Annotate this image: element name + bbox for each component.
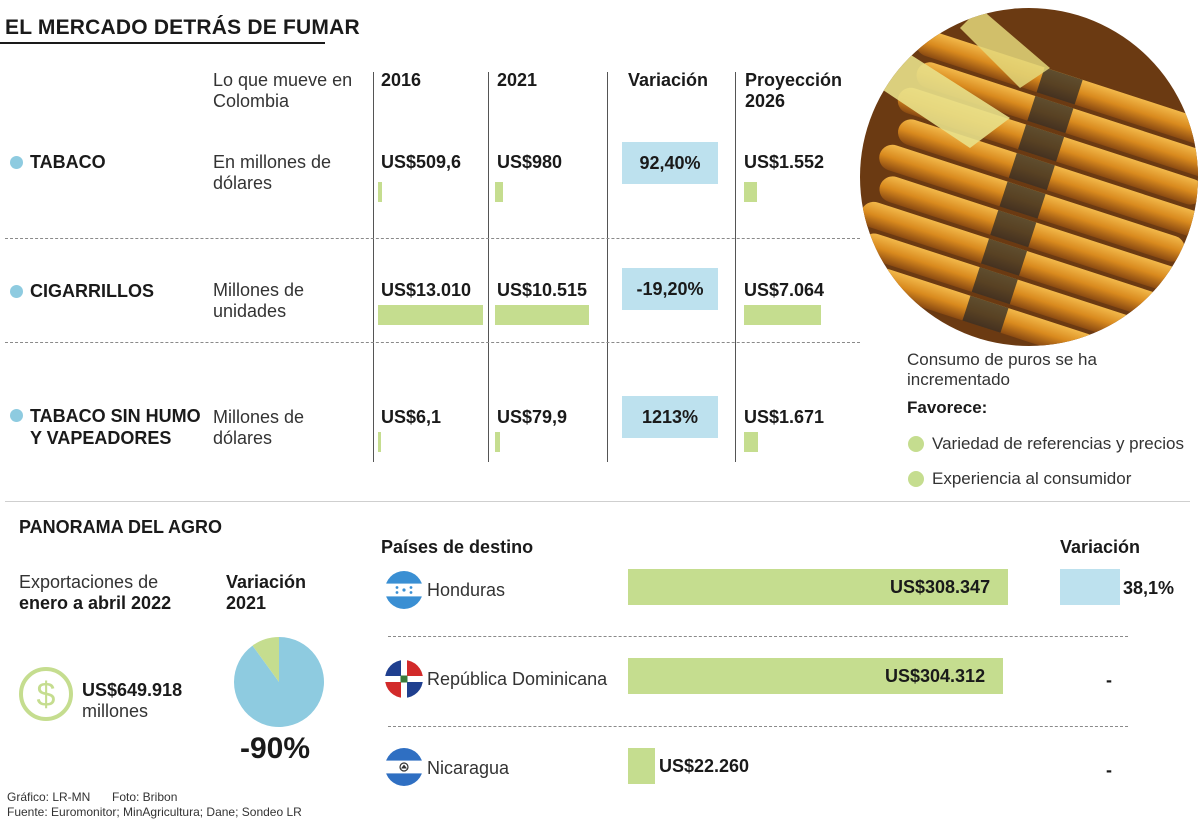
destination-bar <box>628 569 1008 605</box>
exports-value: US$649.918 <box>82 680 183 700</box>
credit-foto: Foto: Bribon <box>112 790 178 804</box>
table-bar-v2021 <box>495 305 589 325</box>
header-variacion: Variación <box>628 70 709 90</box>
row-separator <box>388 726 1128 727</box>
exports-period: enero a abril 2022 <box>19 593 172 613</box>
cigar-band <box>1018 124 1065 162</box>
value-2016: US$509,6 <box>381 152 462 172</box>
photo-caption: Consumo de puros se ha incrementado <box>907 350 1097 389</box>
row-label-tabaco: TABACO <box>30 152 106 172</box>
page-title: EL MERCADO DETRÁS DE FUMAR <box>5 16 360 39</box>
row-separator <box>5 342 860 343</box>
table-bar-v2026 <box>744 305 821 325</box>
bullet <box>908 436 924 452</box>
column-rule <box>607 72 608 462</box>
row-unit: En millones de dólares <box>213 152 332 193</box>
table-bar-v2026 <box>744 432 758 452</box>
column-rule <box>735 72 736 462</box>
value-2026: US$1.671 <box>744 407 825 427</box>
destination-value-label: US$304.312 <box>885 666 986 686</box>
cigars-photo <box>860 8 1198 346</box>
credit-fuente: Fuente: Euromonitor; MinAgricultura; Dan… <box>7 805 302 819</box>
cigar-band <box>990 210 1037 248</box>
value-2016: US$6,1 <box>381 407 442 427</box>
destination-value-label: US$308.347 <box>890 577 991 597</box>
bullet-text: Experiencia al consumidor <box>932 469 1132 488</box>
section-separator <box>5 501 1190 502</box>
title-underline <box>0 42 325 44</box>
header-proyeccion: Proyección 2026 <box>745 70 843 111</box>
dollar-icon: $ <box>18 666 74 727</box>
value-2026: US$7.064 <box>744 280 825 300</box>
destination-bar <box>628 748 655 784</box>
destination-variation: 38,1% <box>1123 578 1175 598</box>
exports-label: Exportaciones de <box>19 572 159 592</box>
pie-value-label: -90% <box>240 732 311 765</box>
destination-variation: - <box>1106 670 1112 690</box>
cigar-band <box>1008 153 1055 191</box>
honduras-flag-icon <box>385 571 423 614</box>
destination-value-label: US$22.260 <box>659 756 750 776</box>
table-bar-v2016 <box>378 182 382 202</box>
column-rule <box>488 72 489 462</box>
cigar-band <box>1036 67 1083 105</box>
row-separator <box>5 238 860 239</box>
country-name: República Dominicana <box>427 669 608 689</box>
variation-pie <box>233 636 325 733</box>
cigar-shape <box>860 233 1167 346</box>
variation-box: -19,20% <box>622 268 718 310</box>
cigar-band <box>962 295 1009 333</box>
row-unit: Millones de unidades <box>213 280 305 321</box>
table-bar-v2016 <box>378 305 483 325</box>
cigar-band <box>999 181 1046 219</box>
row-label-sin-humo: TABACO SIN HUMO Y VAPEADORES <box>30 406 201 448</box>
agro-title: PANORAMA DEL AGRO <box>19 517 223 537</box>
row-dot <box>10 156 23 169</box>
header-what: Lo que mueve en Colombia <box>213 70 353 111</box>
pie-title: Variación 2021 <box>226 572 307 613</box>
value-2026: US$1.552 <box>744 152 825 172</box>
dominican-flag-icon <box>385 660 423 703</box>
value-2021: US$79,9 <box>497 407 568 427</box>
destinos-var-header: Variación <box>1060 537 1141 557</box>
variation-box: 92,40% <box>622 142 718 184</box>
nicaragua-flag-icon <box>385 748 423 791</box>
exports-unit: millones <box>82 701 149 721</box>
country-name: Honduras <box>427 580 506 600</box>
column-rule <box>373 72 374 462</box>
value-2021: US$10.515 <box>497 280 588 300</box>
header-2021: 2021 <box>497 70 538 90</box>
destinos-header: Países de destino <box>381 537 534 557</box>
pie-slice <box>252 637 279 682</box>
credit-grafico: Gráfico: LR-MN <box>7 790 91 804</box>
row-dot <box>10 285 23 298</box>
svg-text:$: $ <box>37 676 56 714</box>
value-2021: US$980 <box>497 152 563 172</box>
bullet-text: Variedad de referencias y precios <box>932 434 1184 453</box>
variation-box: 1213% <box>622 396 718 438</box>
favorece-label: Favorece: <box>907 398 988 417</box>
header-2016: 2016 <box>381 70 422 90</box>
row-unit: Millones de dólares <box>213 407 305 448</box>
country-name: Nicaragua <box>427 758 510 778</box>
variation-box <box>1060 569 1120 605</box>
destination-bar <box>628 658 1003 694</box>
table-bar-v2021 <box>495 182 503 202</box>
table-bar-v2016 <box>378 432 381 452</box>
destination-variation: - <box>1106 760 1112 780</box>
table-bar-v2021 <box>495 432 500 452</box>
cigar-band <box>971 267 1018 305</box>
table-bar-v2026 <box>744 182 757 202</box>
cigar-band <box>980 238 1028 276</box>
cigar-band <box>1027 95 1074 134</box>
value-2016: US$13.010 <box>381 280 472 300</box>
bullet <box>908 471 924 487</box>
row-label-cigarrillos: CIGARRILLOS <box>30 281 154 301</box>
row-dot <box>10 409 23 422</box>
row-separator <box>388 636 1128 637</box>
